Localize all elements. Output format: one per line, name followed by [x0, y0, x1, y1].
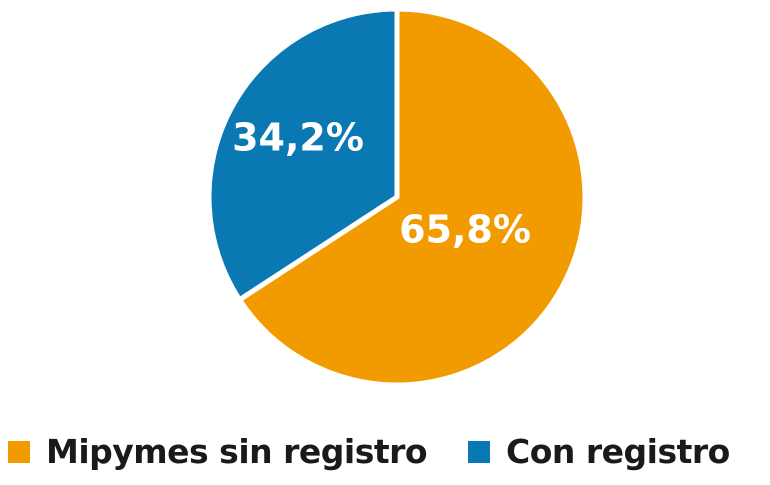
- legend-item-sin-registro: Mipymes sin registro: [8, 432, 428, 471]
- pie-slice-1: [206, 6, 400, 303]
- legend: Mipymes sin registro Con registro: [0, 420, 770, 480]
- slice-labels: 65,8% 34,2%: [232, 116, 531, 252]
- pie-chart: 65,8% 34,2%: [206, 6, 588, 388]
- legend-swatch-con-registro: [468, 440, 490, 463]
- legend-label-sin-registro: Mipymes sin registro: [46, 432, 428, 471]
- legend-item-con-registro: Con registro: [468, 432, 730, 471]
- slice-label-1: 34,2%: [232, 116, 364, 160]
- pie-slices: [206, 6, 588, 388]
- slice-label-0: 65,8%: [399, 208, 531, 252]
- pie-slice-0: [237, 6, 588, 388]
- legend-swatch-sin-registro: [8, 440, 30, 463]
- legend-label-con-registro: Con registro: [506, 432, 730, 471]
